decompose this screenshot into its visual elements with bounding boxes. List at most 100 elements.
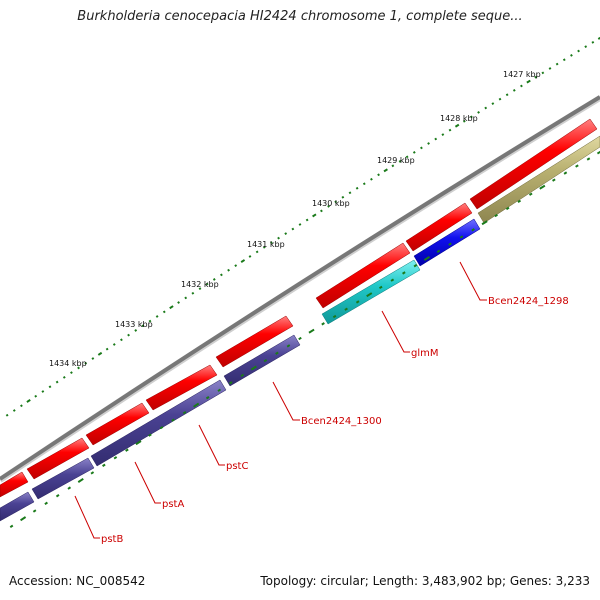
gene-label-Bcen2424-1300: Bcen2424_1300 xyxy=(301,416,382,427)
outer-tick xyxy=(20,404,23,408)
gene-Bcen2424-1300 xyxy=(223,334,301,387)
outer-tick xyxy=(391,164,395,168)
outer-tick xyxy=(34,394,38,398)
inner-tick xyxy=(308,328,315,334)
gene-pstC xyxy=(90,379,227,467)
outer-tick xyxy=(398,159,402,163)
leader-Bcen2424-1298 xyxy=(459,261,487,301)
inner-tick xyxy=(378,285,383,290)
gene-forward-5 xyxy=(145,364,218,411)
inner-tick xyxy=(332,314,337,319)
outer-tick xyxy=(162,310,166,314)
kbp-label-1430: 1430 kbp xyxy=(312,199,350,208)
outer-tick xyxy=(312,213,317,218)
outer-tick xyxy=(584,45,588,49)
leader-glmM xyxy=(381,310,410,353)
inner-tick xyxy=(32,509,37,513)
outer-tick xyxy=(597,36,600,40)
gene-Bcen2424-1298 xyxy=(413,218,481,267)
kbp-label-1431: 1431 kbp xyxy=(247,240,285,249)
outer-tick xyxy=(91,357,95,360)
inner-tick xyxy=(9,524,14,528)
outer-tick xyxy=(498,97,502,101)
outer-tick xyxy=(26,399,31,403)
inner-tick xyxy=(67,486,72,490)
inner-tick xyxy=(125,448,129,452)
outer-tick xyxy=(462,119,466,123)
outer-tick xyxy=(41,390,45,393)
outer-tick xyxy=(5,413,9,417)
outer-tick xyxy=(327,204,330,208)
outer-tick xyxy=(427,142,430,145)
outer-tick xyxy=(562,58,566,62)
inner-tick xyxy=(90,471,95,475)
map-title: Burkholderia cenocepacia HI2424 chromoso… xyxy=(77,9,523,24)
outer-tick xyxy=(320,209,323,213)
inner-tick xyxy=(102,463,106,467)
gene-label-Bcen2424-1298: Bcen2424_1298 xyxy=(488,296,569,307)
inner-tick xyxy=(286,344,291,348)
outer-tick xyxy=(405,155,409,159)
outer-tick xyxy=(169,305,174,310)
inner-tick xyxy=(355,300,360,304)
inner-tick xyxy=(275,351,279,355)
leader-lines xyxy=(74,261,487,539)
outer-tick xyxy=(112,343,116,346)
outer-tick xyxy=(534,75,538,79)
outer-tick xyxy=(84,361,88,365)
outer-tick xyxy=(305,218,309,222)
outer-tick xyxy=(184,296,188,300)
outer-tick xyxy=(484,106,488,110)
outer-tick xyxy=(177,301,180,304)
gene-label-pstB: pstB xyxy=(101,534,123,545)
inner-tick xyxy=(539,184,546,190)
outer-tick xyxy=(191,291,195,295)
inner-tick xyxy=(471,228,475,232)
outer-tick xyxy=(141,324,145,328)
outer-tick xyxy=(454,123,460,128)
inner-tick xyxy=(171,418,175,422)
outer-tick xyxy=(198,287,202,291)
outer-tick xyxy=(383,168,388,173)
outer-tick xyxy=(434,137,438,141)
outer-tick xyxy=(441,133,445,136)
outer-tick xyxy=(291,227,295,231)
gene-forward-3 xyxy=(315,242,411,309)
outer-tick xyxy=(105,347,109,351)
inner-tick xyxy=(402,271,406,275)
outer-tick xyxy=(12,409,16,412)
outer-tick xyxy=(377,173,380,177)
kbp-label-1433: 1433 kbp xyxy=(115,320,153,329)
inner-tick xyxy=(113,456,118,460)
outer-tick xyxy=(298,223,302,226)
leader-pstC xyxy=(198,424,225,466)
inner-tick xyxy=(366,292,373,298)
kbp-label-1434: 1434 kbp xyxy=(49,359,87,368)
inner-tick xyxy=(135,440,142,446)
leader-pstA xyxy=(134,461,161,504)
outer-tick xyxy=(70,371,73,375)
outer-tick xyxy=(570,53,573,57)
inner-tick xyxy=(413,264,418,268)
backbone-track xyxy=(0,95,600,481)
outer-tick-marks xyxy=(5,36,600,417)
leader-Bcen2424-1300 xyxy=(272,381,300,421)
outer-tick xyxy=(412,151,416,154)
inner-tick xyxy=(148,433,152,437)
inner-tick xyxy=(193,402,200,408)
outer-tick xyxy=(341,195,345,199)
outer-tick xyxy=(234,264,238,268)
inner-tick xyxy=(436,249,441,253)
forward-genes xyxy=(0,118,598,498)
inner-tick xyxy=(228,381,233,385)
outer-tick xyxy=(212,278,216,281)
gene-label-pstA: pstA xyxy=(162,499,184,510)
outer-tick xyxy=(270,241,273,245)
outer-tick xyxy=(348,191,352,195)
gene-forward-7 xyxy=(26,437,90,480)
outer-tick xyxy=(520,84,523,88)
outer-tick xyxy=(97,351,103,356)
kbp-label-1432: 1432 kbp xyxy=(181,280,219,289)
inner-tick xyxy=(344,307,348,311)
